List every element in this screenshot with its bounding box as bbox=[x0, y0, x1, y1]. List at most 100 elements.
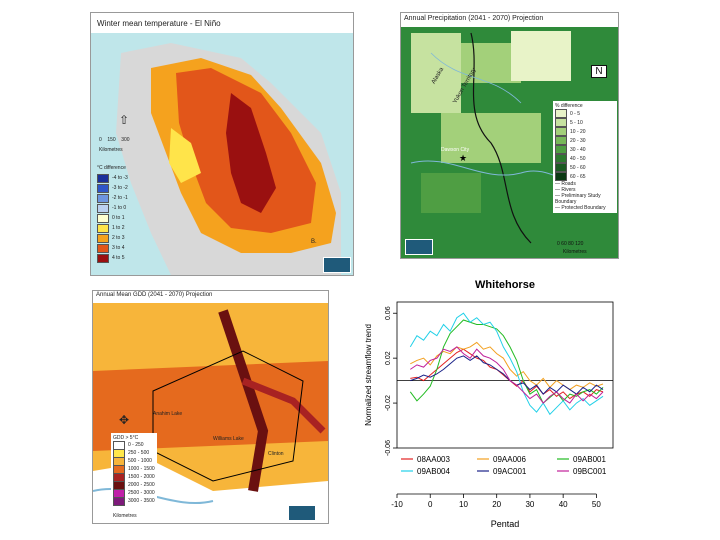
north-arrow-icon: N bbox=[591, 65, 607, 78]
legend-item: 20 - 30 bbox=[555, 136, 615, 145]
legend-label-09AC001: 09AC001 bbox=[493, 467, 527, 476]
agency-logo-icon bbox=[288, 505, 316, 521]
legend-item: 60 - 65 bbox=[555, 172, 615, 181]
scale-bar: 0 150 300 bbox=[99, 137, 130, 143]
agency-logo-icon bbox=[323, 257, 351, 273]
compass-icon: ✥ bbox=[119, 413, 130, 427]
y-tick-label: -0.06 bbox=[385, 440, 392, 456]
x-tick-label: 40 bbox=[559, 500, 568, 509]
winter-temperature-map-panel: Winter mean temperature - El Niño °C dif… bbox=[90, 12, 354, 276]
series-line-09AC001 bbox=[410, 355, 604, 395]
scale-tick: 60 bbox=[561, 241, 567, 247]
legend-item: -2 to -1 bbox=[97, 193, 128, 203]
legend-swatch bbox=[555, 127, 567, 136]
legend-swatch bbox=[97, 173, 109, 183]
x-tick-label: 20 bbox=[492, 500, 501, 509]
legend-label: 0 to 1 bbox=[112, 215, 125, 221]
legend-item: 4 to 5 bbox=[97, 253, 128, 263]
legend-swatch bbox=[97, 203, 109, 213]
legend-label: -1 to 0 bbox=[112, 205, 127, 211]
legend-label: 40 - 50 bbox=[570, 155, 586, 162]
legend-item: 30 - 40 bbox=[555, 145, 615, 154]
legend-label: -3 to -2 bbox=[112, 185, 128, 191]
x-tick-label: 10 bbox=[459, 500, 468, 509]
scale-tick: 120 bbox=[575, 241, 584, 247]
legend-item: 2 to 3 bbox=[97, 233, 128, 243]
scale-tick: 0 bbox=[557, 241, 560, 247]
y-axis-label: Normalized streamflow trend bbox=[364, 324, 373, 426]
x-tick-label: -10 bbox=[391, 500, 403, 509]
scale-bar: 0 60 80 120 bbox=[557, 241, 583, 247]
line-legend-item: — Rivers bbox=[555, 187, 576, 193]
scale-tick: 0 bbox=[99, 137, 102, 143]
legend-title: °C difference bbox=[97, 165, 126, 171]
gdd-map-panel: Annual Mean GDD (2041 - 2070) Projection… bbox=[92, 290, 329, 524]
legend-label: 10 - 20 bbox=[570, 128, 586, 135]
scale-unit: Kilometres bbox=[99, 147, 123, 153]
scale-tick: 80 bbox=[568, 241, 574, 247]
legend-item: 10 - 20 bbox=[555, 127, 615, 136]
legend-label: 1500 - 2000 bbox=[128, 474, 155, 480]
place-label: Clinton bbox=[268, 451, 284, 457]
legend-label: 1000 - 1500 bbox=[128, 466, 155, 472]
legend-swatch bbox=[113, 496, 125, 506]
streamflow-trend-chart: Whitehorse -0.06 -0.02 0.02 0.06 Normalized s… bbox=[364, 279, 614, 529]
scale-tick: 300 bbox=[121, 137, 130, 143]
temperature-legend: °C difference -4 to -3 -3 to -2 -2 to -1 -1… bbox=[97, 165, 128, 263]
legend-label: 500 - 1000 bbox=[128, 458, 152, 464]
legend-swatch bbox=[555, 154, 567, 163]
place-label: Anahim Lake bbox=[153, 411, 183, 417]
north-arrow-icon: ⇧ bbox=[119, 113, 130, 127]
scale-unit: Kilometres bbox=[563, 249, 587, 255]
place-label: Williams Lake bbox=[213, 436, 244, 442]
legend-item: -3 to -2 bbox=[97, 183, 128, 193]
x-tick-label: 0 bbox=[428, 500, 433, 509]
legend-item: 0 to 1 bbox=[97, 213, 128, 223]
chart-title: Whitehorse bbox=[475, 279, 535, 291]
legend-label: -4 to -3 bbox=[112, 175, 128, 181]
legend-swatch bbox=[555, 145, 567, 154]
corner-label: B. bbox=[311, 239, 317, 245]
series-line-09AA006 bbox=[410, 341, 604, 391]
legend-label-09BC001: 09BC001 bbox=[573, 467, 607, 476]
legend-swatch bbox=[555, 163, 567, 172]
gdd-legend: GDD > 5°C 0 - 250 250 - 500 500 - 1000 1000… bbox=[111, 433, 157, 507]
map-title: Winter mean temperature - El Niño bbox=[97, 19, 221, 28]
map-title: Annual Mean GDD (2041 - 2070) Projection bbox=[96, 292, 213, 298]
x-tick-label: 50 bbox=[592, 500, 601, 509]
legend-swatch bbox=[555, 172, 567, 181]
scale-unit: Kilometres bbox=[113, 513, 137, 519]
legend-label: 60 - 65 bbox=[570, 173, 586, 180]
legend-swatch bbox=[97, 213, 109, 223]
legend-label-09AB004: 09AB004 bbox=[417, 467, 450, 476]
legend-swatch bbox=[97, 193, 109, 203]
legend-label: 250 - 500 bbox=[128, 450, 150, 456]
precipitation-map-panel: Annual Precipitation (2041 - 2070) Proje… bbox=[400, 12, 619, 259]
legend-item: 50 - 60 bbox=[555, 163, 615, 172]
legend-item: 3000 - 3500 bbox=[113, 496, 155, 506]
legend-swatch bbox=[555, 136, 567, 145]
bc-temperature-map bbox=[91, 13, 353, 275]
series-line-09BC001 bbox=[410, 346, 604, 404]
y-tick-label: 0.02 bbox=[385, 351, 392, 365]
legend-item: -1 to 0 bbox=[97, 203, 128, 213]
line-legend-item: — Roads bbox=[555, 181, 576, 187]
legend-label: 2500 - 3000 bbox=[128, 490, 155, 496]
legend-label: 30 - 40 bbox=[570, 146, 586, 153]
legend-label: 20 - 30 bbox=[570, 137, 586, 144]
legend-swatch bbox=[555, 109, 567, 118]
legend-label-08AA003: 08AA003 bbox=[417, 455, 450, 464]
legend-label: 0 - 5 bbox=[570, 110, 581, 117]
legend-label: 3 to 4 bbox=[112, 245, 125, 251]
legend-title: GDD > 5°C bbox=[113, 435, 139, 441]
legend-label: 1 to 2 bbox=[112, 225, 125, 231]
x-axis-label: Pentad bbox=[491, 519, 520, 529]
legend-item: -4 to -3 bbox=[97, 173, 128, 183]
legend-label: 3000 - 3500 bbox=[128, 498, 155, 504]
legend-label: -2 to -1 bbox=[112, 195, 128, 201]
legend-item: 0 - 5 bbox=[555, 109, 615, 118]
legend-label: 5 - 10 bbox=[570, 119, 583, 126]
legend-title: % difference bbox=[555, 103, 583, 109]
scale-tick: 150 bbox=[107, 137, 116, 143]
legend-swatch bbox=[97, 223, 109, 233]
